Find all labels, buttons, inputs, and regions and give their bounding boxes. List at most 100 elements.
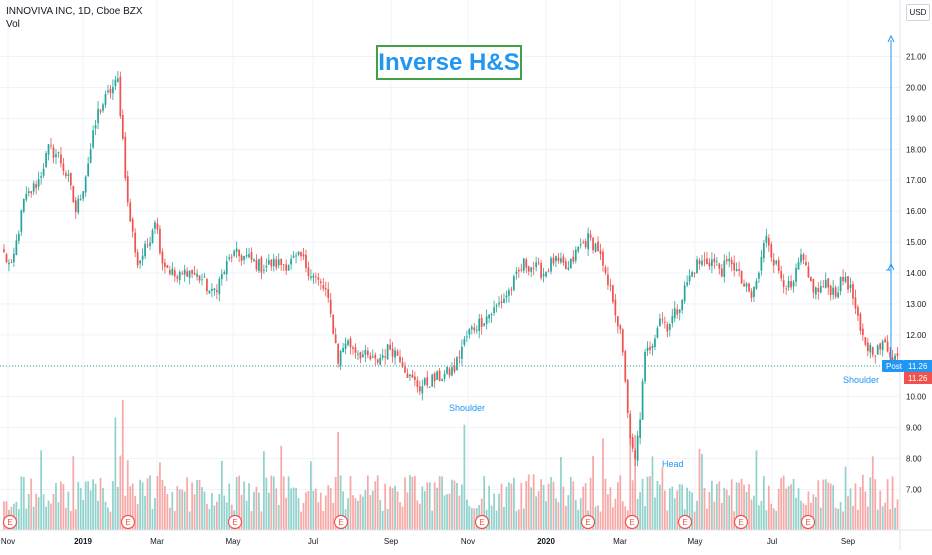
candle-body[interactable] bbox=[886, 341, 889, 352]
candle-body[interactable] bbox=[743, 283, 745, 287]
candle-body[interactable] bbox=[223, 272, 226, 274]
candle-body[interactable] bbox=[285, 264, 288, 271]
candle-body[interactable] bbox=[238, 249, 241, 257]
candle-body[interactable] bbox=[401, 362, 404, 368]
candle-body[interactable] bbox=[116, 78, 119, 82]
candle-body[interactable] bbox=[258, 259, 260, 271]
candle-body[interactable] bbox=[701, 260, 703, 266]
candle-body[interactable] bbox=[52, 147, 55, 158]
candle-body[interactable] bbox=[134, 232, 137, 253]
candle-body[interactable] bbox=[866, 342, 869, 352]
candle-body[interactable] bbox=[889, 352, 891, 358]
earnings-marker-icon[interactable]: E bbox=[800, 514, 816, 530]
candle-body[interactable] bbox=[77, 198, 80, 213]
candle-body[interactable] bbox=[317, 277, 320, 280]
candle-body[interactable] bbox=[404, 366, 406, 373]
candle-body[interactable] bbox=[834, 287, 837, 297]
candle-body[interactable] bbox=[67, 174, 70, 177]
candle-body[interactable] bbox=[560, 258, 562, 263]
candle-body[interactable] bbox=[587, 233, 589, 250]
candle-body[interactable] bbox=[322, 285, 325, 289]
candle-body[interactable] bbox=[414, 376, 416, 380]
candle-body[interactable] bbox=[787, 280, 790, 288]
candle-body[interactable] bbox=[839, 276, 842, 292]
candle-body[interactable] bbox=[552, 257, 555, 264]
candle-body[interactable] bbox=[678, 309, 681, 313]
candle-body[interactable] bbox=[557, 257, 560, 261]
candle-body[interactable] bbox=[47, 144, 50, 155]
candle-body[interactable] bbox=[272, 258, 275, 267]
candle-body[interactable] bbox=[233, 250, 236, 256]
candle-body[interactable] bbox=[785, 288, 788, 290]
candle-body[interactable] bbox=[374, 354, 377, 359]
candle-body[interactable] bbox=[782, 280, 785, 287]
candle-body[interactable] bbox=[589, 234, 592, 238]
candle-body[interactable] bbox=[35, 184, 38, 189]
candle-body[interactable] bbox=[666, 324, 669, 332]
candle-body[interactable] bbox=[297, 251, 300, 255]
candle-body[interactable] bbox=[32, 183, 35, 192]
candle-body[interactable] bbox=[426, 377, 429, 386]
candle-body[interactable] bbox=[876, 345, 879, 355]
candle-body[interactable] bbox=[220, 274, 223, 280]
candle-body[interactable] bbox=[616, 316, 619, 327]
candle-body[interactable] bbox=[478, 318, 481, 331]
candle-body[interactable] bbox=[5, 254, 8, 263]
candle-body[interactable] bbox=[498, 302, 500, 305]
earnings-marker-icon[interactable]: E bbox=[580, 514, 596, 530]
candle-body[interactable] bbox=[636, 435, 639, 461]
candle-body[interactable] bbox=[550, 258, 552, 272]
candle-body[interactable] bbox=[574, 249, 577, 261]
symbol-line[interactable]: INNOVIVA INC, 1D, Cboe BZX bbox=[6, 6, 143, 17]
candle-body[interactable] bbox=[448, 368, 451, 376]
candle-body[interactable] bbox=[406, 373, 409, 378]
candle-body[interactable] bbox=[656, 328, 659, 338]
candle-body[interactable] bbox=[300, 251, 302, 257]
candle-body[interactable] bbox=[431, 374, 434, 387]
candle-body[interactable] bbox=[354, 347, 357, 353]
candle-body[interactable] bbox=[381, 355, 384, 358]
candle-body[interactable] bbox=[319, 281, 322, 283]
candle-body[interactable] bbox=[545, 271, 547, 277]
earnings-marker-icon[interactable]: E bbox=[474, 514, 490, 530]
candle-body[interactable] bbox=[396, 351, 399, 356]
candle-body[interactable] bbox=[473, 327, 476, 331]
earnings-marker-icon[interactable]: E bbox=[733, 514, 749, 530]
candle-body[interactable] bbox=[629, 413, 632, 439]
candle-body[interactable] bbox=[765, 235, 768, 243]
candle-body[interactable] bbox=[810, 277, 812, 281]
candle-body[interactable] bbox=[10, 262, 13, 264]
candle-body[interactable] bbox=[686, 282, 689, 286]
candle-body[interactable] bbox=[376, 359, 379, 363]
earnings-marker-icon[interactable]: E bbox=[333, 514, 349, 530]
candle-body[interactable] bbox=[168, 270, 171, 274]
candle-body[interactable] bbox=[646, 347, 649, 351]
candle-body[interactable] bbox=[730, 259, 733, 265]
candle-body[interactable] bbox=[8, 262, 10, 265]
candle-body[interactable] bbox=[770, 244, 773, 258]
candle-body[interactable] bbox=[451, 367, 453, 376]
candle-body[interactable] bbox=[312, 275, 315, 278]
candle-body[interactable] bbox=[74, 200, 77, 213]
candle-body[interactable] bbox=[572, 256, 575, 262]
candle-body[interactable] bbox=[102, 104, 104, 111]
candle-body[interactable] bbox=[92, 130, 94, 148]
candle-body[interactable] bbox=[173, 270, 176, 277]
candle-body[interactable] bbox=[362, 354, 364, 357]
candle-body[interactable] bbox=[290, 258, 292, 265]
candle-body[interactable] bbox=[87, 163, 90, 176]
candle-body[interactable] bbox=[324, 287, 327, 290]
candle-body[interactable] bbox=[884, 339, 887, 343]
candle-body[interactable] bbox=[597, 241, 599, 252]
candle-body[interactable] bbox=[215, 290, 218, 293]
candle-body[interactable] bbox=[602, 251, 604, 266]
candle-body[interactable] bbox=[416, 380, 419, 388]
candle-body[interactable] bbox=[196, 273, 198, 277]
candle-body[interactable] bbox=[800, 254, 802, 263]
candle-body[interactable] bbox=[896, 353, 899, 357]
candle-body[interactable] bbox=[119, 76, 122, 117]
candle-body[interactable] bbox=[3, 249, 5, 253]
candle-body[interactable] bbox=[267, 260, 270, 265]
candle-body[interactable] bbox=[139, 260, 141, 264]
candle-body[interactable] bbox=[708, 262, 711, 267]
